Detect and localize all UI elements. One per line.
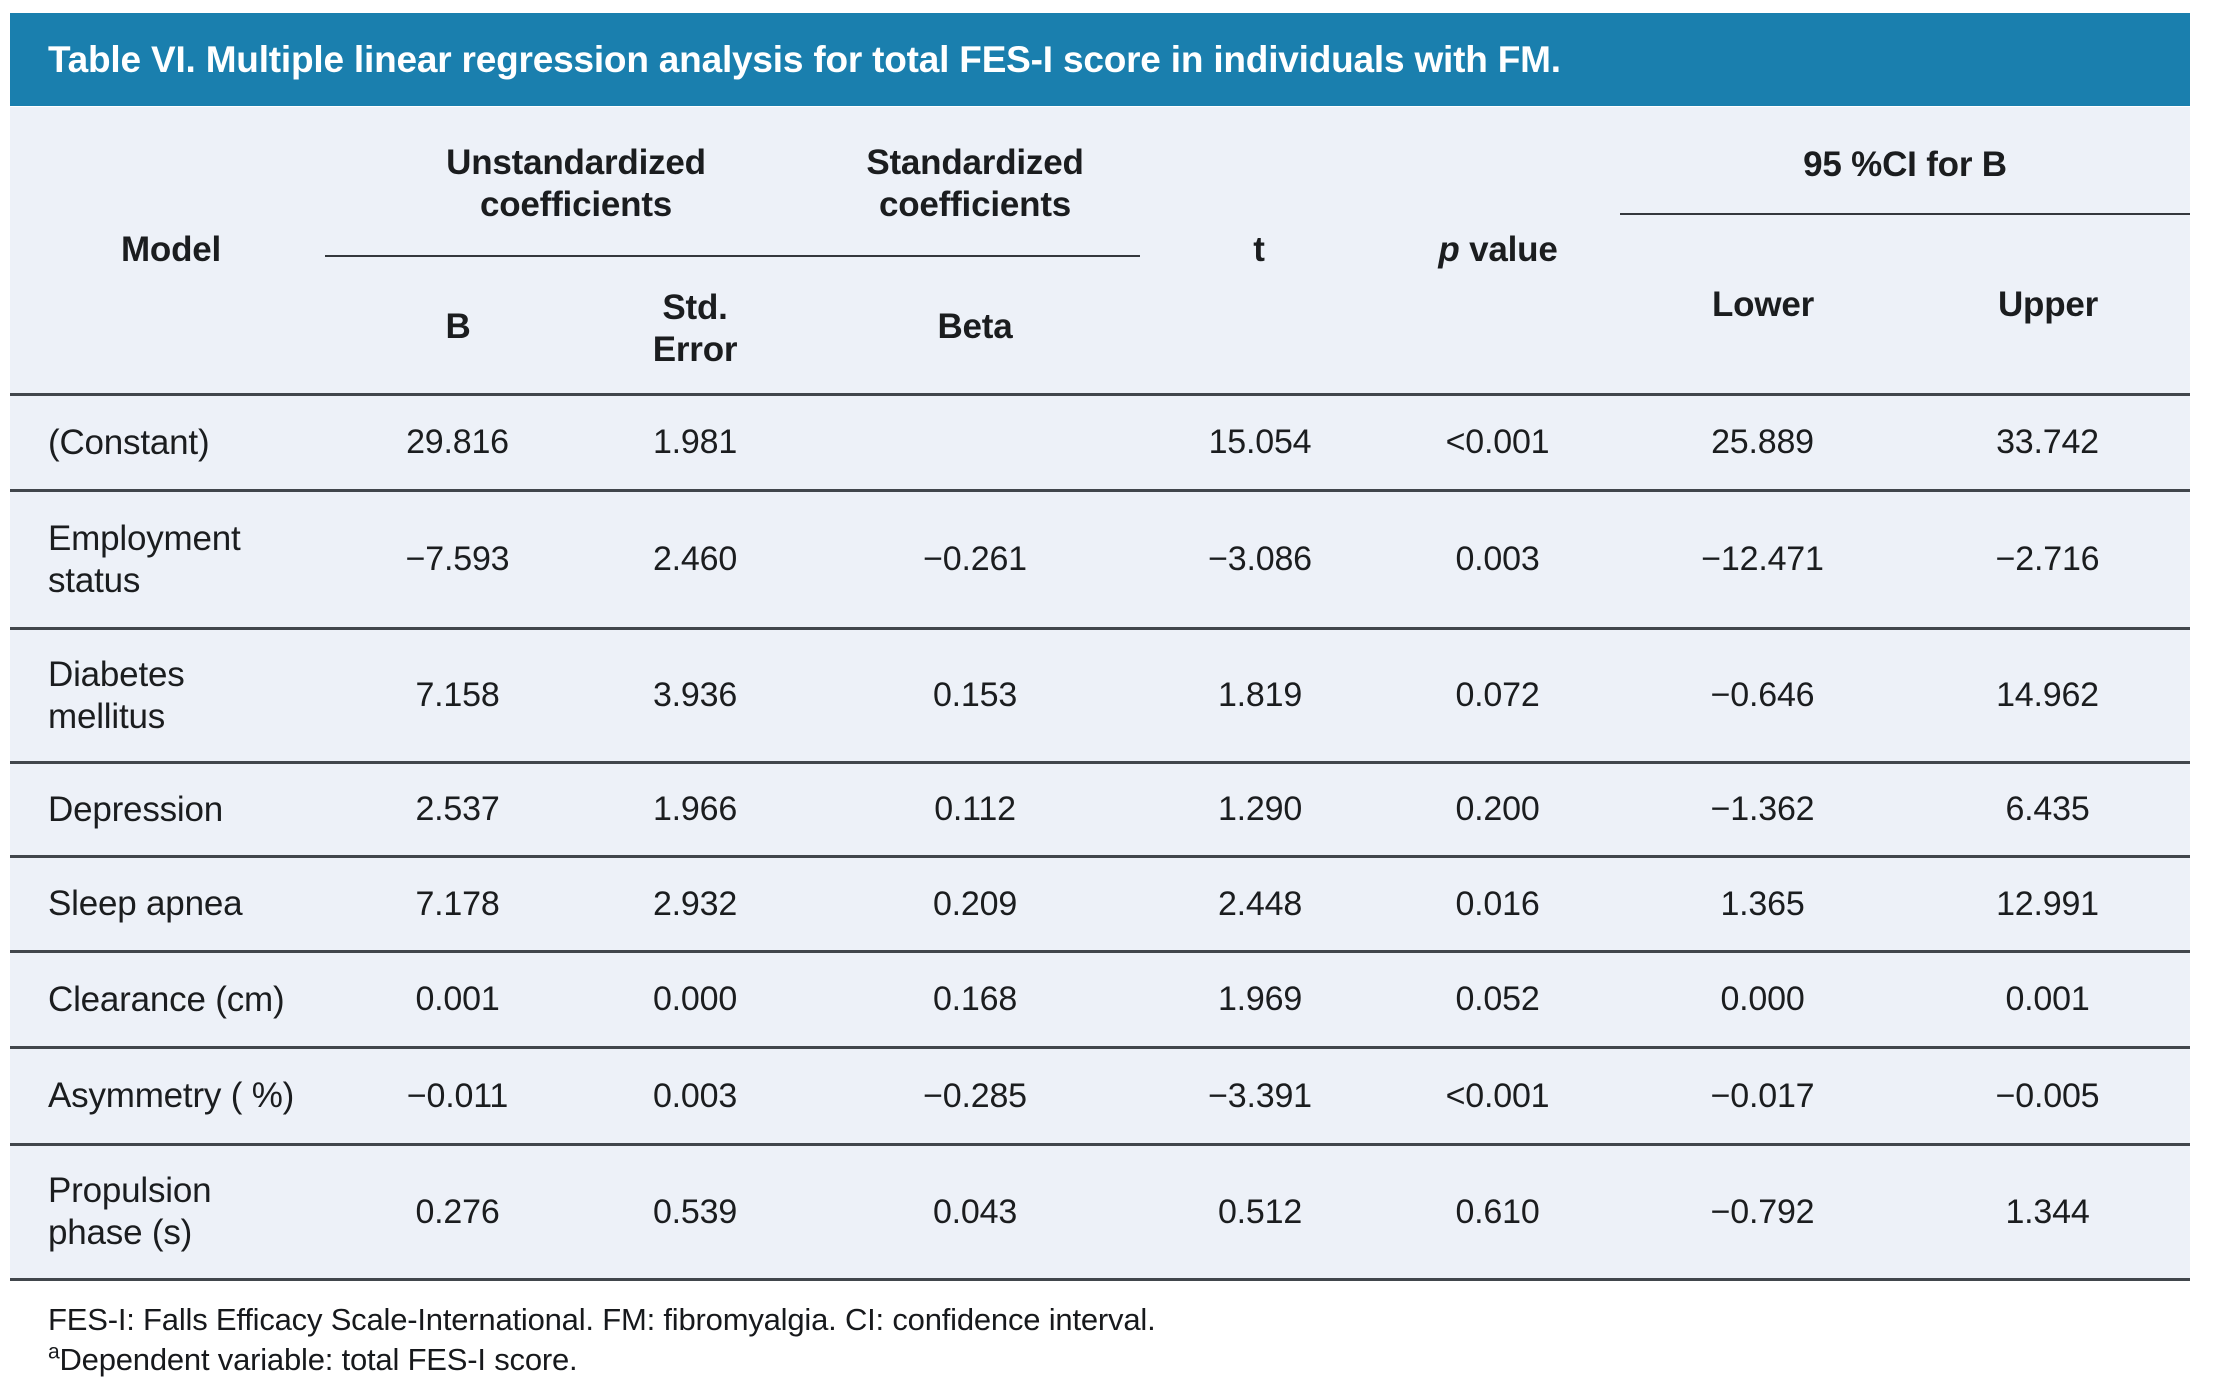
cell-b: 2.537 bbox=[415, 790, 500, 828]
cell-model: (Constant) bbox=[48, 422, 210, 462]
cell-beta: 0.112 bbox=[934, 790, 1016, 828]
col-group-ci: 95 %CI for B bbox=[1803, 145, 2007, 184]
cell-b: −0.011 bbox=[406, 1076, 509, 1115]
col-header-std-error: Std. Error bbox=[652, 288, 738, 369]
table-body: (Constant) 29.816 1.981 15.054 <0.001 25… bbox=[10, 393, 2190, 1281]
cell-t: 0.512 bbox=[1217, 1192, 1303, 1231]
regression-table: Model Unstandardized coefficients Standa… bbox=[10, 107, 2190, 1281]
cell-se: 1.966 bbox=[652, 790, 738, 828]
table-row: Employment status −7.593 2.460 −0.261 −3… bbox=[10, 489, 2190, 627]
cell-upper: 0.001 bbox=[2005, 980, 2090, 1018]
table-row: Clearance (cm) 0.001 0.000 0.168 1.969 0… bbox=[10, 950, 2190, 1046]
cell-lower: −1.362 bbox=[1710, 790, 1815, 828]
cell-p: 0.200 bbox=[1455, 790, 1540, 828]
cell-model: Sleep apnea bbox=[48, 884, 243, 923]
cell-model: Propulsion phase (s) bbox=[48, 1171, 212, 1252]
cell-t: 1.819 bbox=[1217, 676, 1303, 714]
cell-upper: 14.962 bbox=[1996, 676, 2099, 714]
cell-t: −3.086 bbox=[1208, 540, 1312, 578]
cell-b: 0.276 bbox=[415, 1192, 500, 1231]
cell-lower: −0.646 bbox=[1710, 676, 1815, 714]
footnote-dependent-text: Dependent variable: total FES-I score. bbox=[59, 1342, 578, 1377]
cell-p: 0.072 bbox=[1455, 676, 1540, 714]
cell-t: 15.054 bbox=[1208, 423, 1312, 461]
cell-se: 2.460 bbox=[652, 540, 738, 578]
cell-beta: 0.168 bbox=[932, 980, 1018, 1018]
coefficients-underline bbox=[325, 255, 1140, 257]
cell-model: Depression bbox=[48, 789, 224, 829]
cell-p: 0.016 bbox=[1455, 884, 1540, 923]
cell-b: 0.001 bbox=[415, 980, 500, 1018]
cell-p: <0.001 bbox=[1445, 1076, 1550, 1115]
cell-se: 2.932 bbox=[652, 884, 738, 923]
col-header-lower: Lower bbox=[1711, 285, 1815, 324]
cell-t: 1.969 bbox=[1217, 980, 1303, 1018]
table-row: Diabetes mellitus 7.158 3.936 0.153 1.81… bbox=[10, 627, 2190, 761]
cell-model: Clearance (cm) bbox=[48, 979, 285, 1019]
cell-model: Employment status bbox=[48, 518, 241, 600]
cell-beta: 0.043 bbox=[932, 1192, 1018, 1231]
footnote-abbreviations: FES-I: Falls Efficacy Scale-Internationa… bbox=[48, 1302, 1156, 1337]
table-row: Sleep apnea 7.178 2.932 0.209 2.448 0.01… bbox=[10, 855, 2190, 950]
cell-p: 0.003 bbox=[1455, 540, 1540, 578]
cell-upper: 33.742 bbox=[1996, 423, 2099, 461]
p-italic: p bbox=[1438, 230, 1460, 269]
cell-b: 7.178 bbox=[415, 884, 500, 923]
cell-p: 0.052 bbox=[1455, 980, 1540, 1018]
cell-beta: 0.209 bbox=[932, 884, 1018, 923]
cell-lower: 25.889 bbox=[1711, 423, 1814, 461]
table-row: Propulsion phase (s) 0.276 0.539 0.043 0… bbox=[10, 1143, 2190, 1278]
table-row: Asymmetry ( %) −0.011 0.003 −0.285 −3.39… bbox=[10, 1046, 2190, 1143]
cell-upper: 12.991 bbox=[1996, 884, 2099, 923]
col-header-t: t bbox=[1253, 230, 1265, 269]
col-header-beta: Beta bbox=[937, 307, 1013, 346]
cell-t: 1.290 bbox=[1217, 790, 1303, 828]
cell-beta: −0.261 bbox=[923, 540, 1027, 578]
cell-beta: 0.153 bbox=[932, 676, 1018, 714]
col-group-standardized: Standardized coefficients bbox=[866, 143, 1084, 224]
p-rest: value bbox=[1459, 230, 1558, 269]
cell-beta: −0.285 bbox=[923, 1076, 1027, 1115]
table-row: (Constant) 29.816 1.981 15.054 <0.001 25… bbox=[10, 393, 2190, 489]
footnote-superscript-a: a bbox=[48, 1340, 60, 1364]
col-header-p-value: p value bbox=[1438, 229, 1557, 271]
cell-upper: −2.716 bbox=[1995, 540, 2100, 578]
cell-b: 29.816 bbox=[406, 423, 509, 461]
ci-underline bbox=[1620, 213, 2190, 215]
col-group-unstandardized: Unstandardized coefficients bbox=[446, 143, 706, 224]
cell-t: −3.391 bbox=[1208, 1076, 1312, 1115]
table-footnotes: FES-I: Falls Efficacy Scale-Internationa… bbox=[48, 1300, 1156, 1380]
col-header-b: B bbox=[445, 307, 471, 346]
cell-lower: −0.017 bbox=[1710, 1076, 1815, 1115]
table-title: Table VI. Multiple linear regression ana… bbox=[48, 38, 1561, 80]
cell-b: 7.158 bbox=[415, 676, 500, 714]
table-title-bar: Table VI. Multiple linear regression ana… bbox=[10, 13, 2190, 106]
footnote-dependent-variable: aDependent variable: total FES-I score. bbox=[48, 1340, 1155, 1380]
cell-upper: −0.005 bbox=[1995, 1076, 2100, 1115]
table-header: Model Unstandardized coefficients Standa… bbox=[10, 107, 2190, 393]
cell-model: Asymmetry ( %) bbox=[48, 1076, 295, 1115]
cell-se: 0.003 bbox=[652, 1076, 738, 1115]
cell-se: 0.539 bbox=[652, 1192, 738, 1231]
cell-se: 0.000 bbox=[652, 980, 738, 1018]
cell-lower: 1.365 bbox=[1720, 884, 1805, 923]
col-header-model: Model bbox=[120, 230, 222, 269]
cell-model: Diabetes mellitus bbox=[48, 654, 185, 736]
table-row: Depression 2.537 1.966 0.112 1.290 0.200… bbox=[10, 761, 2190, 855]
cell-se: 1.981 bbox=[652, 423, 738, 461]
cell-lower: −12.471 bbox=[1701, 540, 1824, 578]
cell-lower: −0.792 bbox=[1710, 1192, 1815, 1231]
cell-upper: 1.344 bbox=[2005, 1192, 2090, 1231]
col-header-upper: Upper bbox=[1997, 285, 2099, 324]
cell-p: <0.001 bbox=[1445, 423, 1550, 461]
cell-t: 2.448 bbox=[1217, 884, 1303, 923]
cell-se: 3.936 bbox=[652, 676, 738, 714]
cell-beta bbox=[805, 396, 1145, 489]
cell-b: −7.593 bbox=[405, 540, 510, 578]
cell-upper: 6.435 bbox=[2005, 790, 2090, 828]
cell-lower: 0.000 bbox=[1720, 980, 1805, 1018]
cell-p: 0.610 bbox=[1455, 1192, 1540, 1231]
